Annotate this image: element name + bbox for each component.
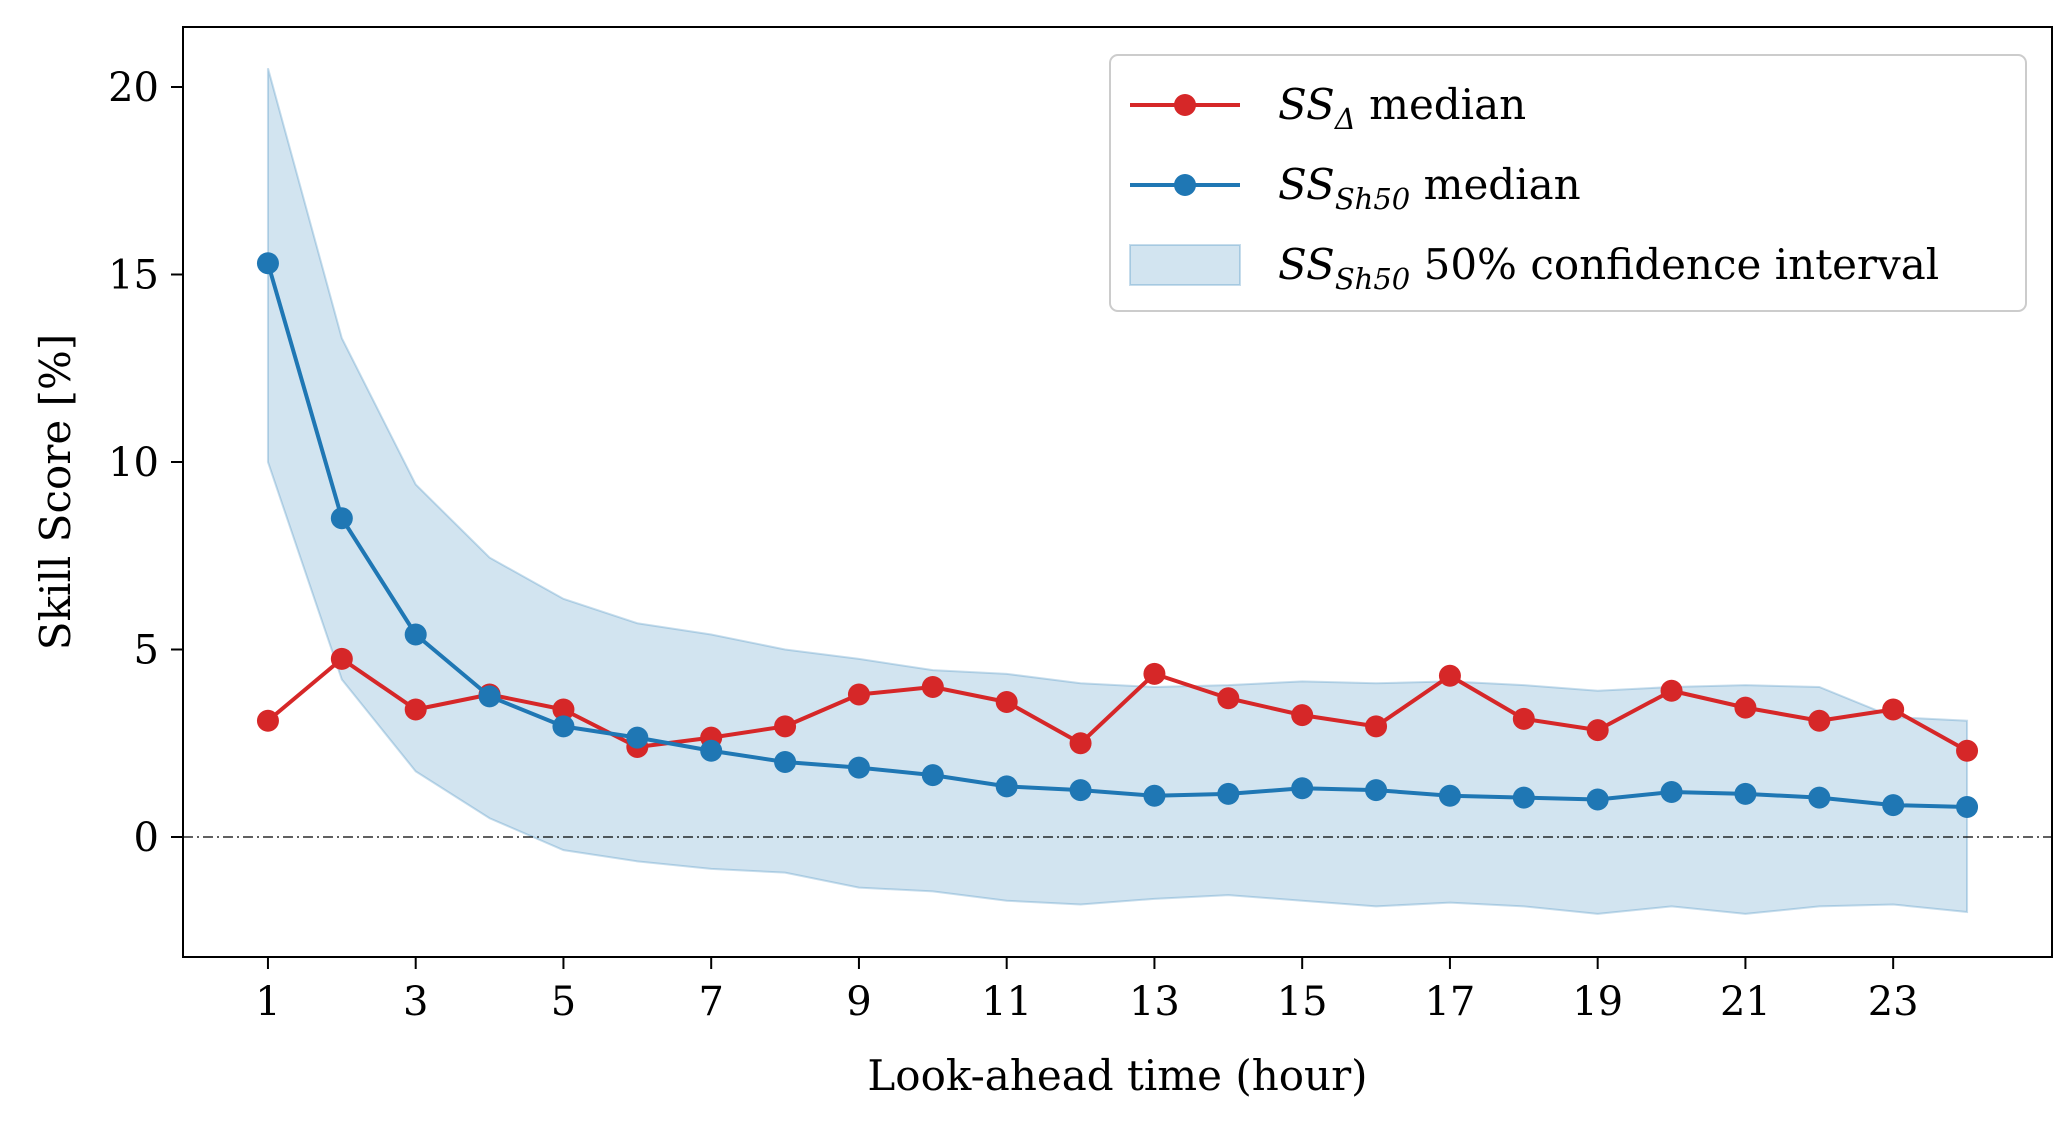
x-tick-label: 23 [1868, 979, 1919, 1025]
ss-delta-point [330, 647, 353, 670]
y-tick-label: 15 [108, 253, 159, 299]
x-tick-label: 5 [551, 979, 576, 1025]
ss-sh50-point [921, 764, 944, 787]
ss-delta-point [1217, 687, 1240, 710]
ss-delta-point [1956, 739, 1979, 762]
ss-sh50-point [1734, 782, 1757, 805]
legend-marker-swatch [1174, 94, 1196, 116]
ss-sh50-point [1143, 784, 1166, 807]
ss-delta-point [1734, 696, 1757, 719]
ss-sh50-point [1291, 777, 1314, 800]
ss-delta-point [921, 676, 944, 698]
x-tick-label: 13 [1129, 979, 1180, 1025]
plot-area [183, 67, 2052, 915]
x-tick-label: 1 [255, 979, 280, 1025]
ss-sh50-point [552, 715, 575, 738]
ss-delta-point [1143, 662, 1166, 685]
ss-sh50-point [1365, 779, 1388, 802]
ss-delta-point [1069, 732, 1092, 755]
ss-delta-point [1512, 707, 1535, 730]
ss-sh50-point [700, 739, 723, 762]
ss-sh50-point [774, 751, 797, 773]
legend-entry-label: SSSh50 median [1278, 160, 1581, 216]
legend-entry-label: SSSh50 50% confidence interval [1278, 240, 1939, 296]
ss-delta-point [1291, 704, 1314, 727]
ss-sh50-point [1808, 786, 1831, 809]
ss-sh50-point [847, 756, 870, 779]
y-tick-label: 10 [108, 440, 159, 486]
legend: SSΔ median SSSh50 median SSSh50 50% confid… [1109, 54, 2027, 312]
ss-delta-point [1586, 719, 1609, 742]
ss-sh50-point [1217, 782, 1240, 805]
y-axis-label: Skill Score [%] [31, 334, 80, 650]
legend-entry-label: SSΔ median [1278, 80, 1526, 136]
legend-marker-swatch [1174, 174, 1196, 196]
ss-sh50-point [1512, 786, 1535, 809]
ss-sh50-point [1956, 796, 1979, 818]
ss-delta-point [404, 698, 427, 721]
ss-delta-point [1882, 698, 1905, 721]
x-tick-label: 3 [403, 979, 428, 1025]
ss-sh50-point [256, 252, 279, 275]
y-tick-label: 20 [108, 65, 159, 111]
x-tick-label: 11 [981, 979, 1032, 1025]
legend-box [1109, 54, 2027, 312]
ss-sh50-point [1069, 779, 1092, 802]
ss-delta-point [1660, 679, 1683, 702]
ss-delta-point [1808, 709, 1831, 732]
ss-sh50-point [1438, 784, 1461, 807]
confidence-band [266, 67, 1969, 915]
y-tick-label: 0 [134, 815, 159, 861]
ss-sh50-line [266, 262, 1968, 809]
ss-sh50-point [1586, 788, 1609, 811]
ss-sh50-point [1882, 794, 1905, 817]
y-tick-label: 5 [134, 628, 159, 674]
ss-delta-point [1438, 664, 1461, 687]
ss-delta-point [847, 683, 870, 706]
ss-sh50-point [330, 507, 353, 530]
ss-delta-point [256, 709, 279, 732]
ss-sh50-point [1660, 781, 1683, 803]
ss-sh50-point [995, 775, 1018, 798]
legend-band-swatch [1129, 244, 1241, 286]
ss-sh50-point [404, 623, 427, 646]
x-axis-label: Look-ahead time (hour) [867, 1051, 1367, 1100]
x-tick-label: 19 [1572, 979, 1623, 1025]
axes-frame [182, 26, 2053, 958]
x-tick-label: 17 [1424, 979, 1475, 1025]
ss-delta-point [552, 698, 575, 721]
x-tick-label: 7 [698, 979, 723, 1025]
x-tick-label: 15 [1277, 979, 1328, 1025]
ss-sh50-point [626, 726, 649, 749]
x-tick-label: 21 [1720, 979, 1771, 1025]
ss-delta-line [266, 656, 1969, 753]
ss-delta-point [1365, 715, 1388, 738]
ss-sh50-point [478, 685, 501, 708]
ss-delta-point [774, 715, 797, 738]
ss-delta-point [995, 691, 1018, 713]
x-tick-label: 9 [846, 979, 871, 1025]
